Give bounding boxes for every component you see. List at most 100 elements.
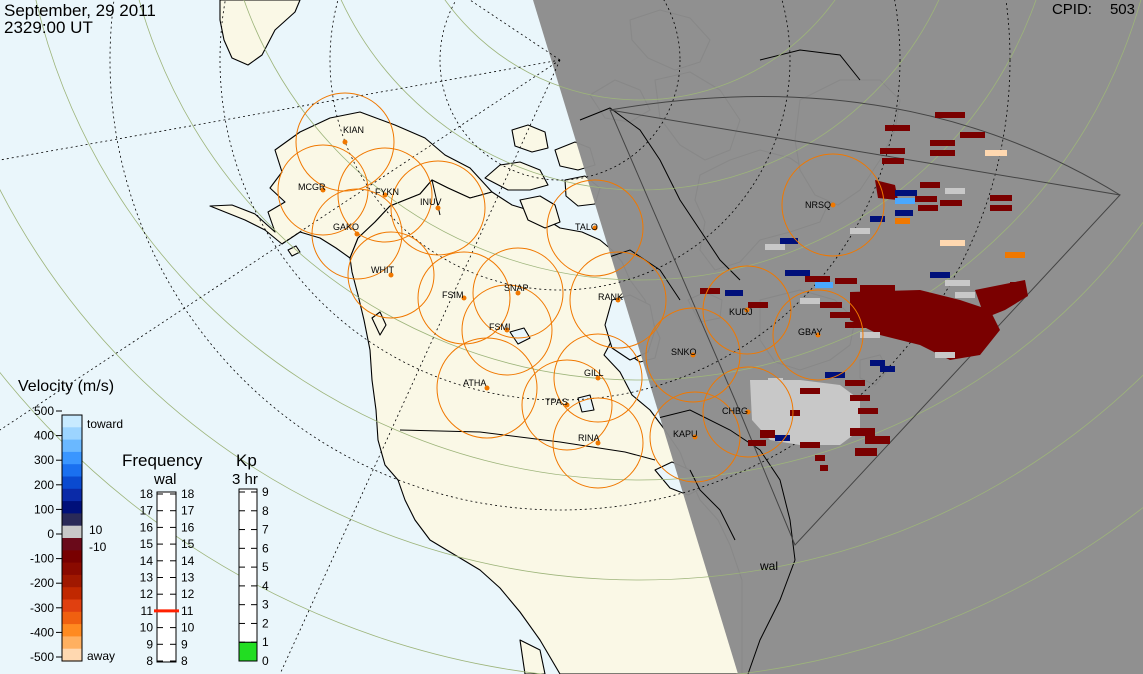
station-fov-rank — [569, 251, 667, 349]
station-fov-nrsq — [781, 153, 885, 257]
station-label-inuv: INUV — [420, 197, 442, 207]
velocity-tick-label: 0 — [47, 527, 54, 541]
station-dot-kudj — [744, 307, 750, 313]
arctic-island-2 — [519, 195, 561, 229]
kp-tick-label: 5 — [262, 560, 269, 574]
arctic-island-3 — [511, 124, 549, 153]
velocity-legend: Velocity (m/s) 500 400 300 200 100 0 -100 -200 -… — [18, 378, 123, 664]
kp-tick-label: 9 — [262, 485, 269, 499]
velocity-tick-label: -100 — [30, 552, 54, 566]
kp-tick-label: 0 — [262, 654, 269, 668]
date-label: September, 29 2011 — [4, 1, 156, 20]
station-dot-mcgr — [320, 187, 326, 193]
velocity-colorbar-segment — [62, 513, 82, 527]
frequency-tick-label-right: 14 — [181, 554, 195, 568]
station-fov-fsmi — [461, 284, 553, 376]
frequency-tick-label-right: 15 — [181, 537, 195, 551]
station-label-snko: SNKO — [671, 347, 697, 357]
velocity-colorbar-segment — [62, 611, 82, 625]
station-dot-fykn — [382, 192, 388, 198]
velocity-colorbar-frame — [61, 414, 83, 662]
station-fov-fykn — [337, 147, 433, 243]
station-dot-whit — [388, 272, 394, 278]
velocity-colorbar-segment — [62, 427, 82, 441]
radar-fov-arc — [609, 96, 1121, 196]
velocity-tick-label: 100 — [34, 502, 54, 516]
radar-label: wal — [759, 559, 778, 573]
station-label-gbay: GBAY — [798, 327, 822, 337]
station-label-kudj: KUDJ — [729, 307, 753, 317]
velocity-tick-label: 300 — [34, 453, 54, 467]
velocity-colorbar-segment — [62, 599, 82, 613]
frequency-tick-label-right: 12 — [181, 587, 195, 601]
station-dot-snap — [515, 290, 521, 296]
velocity-tick-label: 200 — [34, 478, 54, 492]
time-label: 2329:00 UT — [4, 18, 93, 37]
velocity-colorbar-segment — [62, 488, 82, 502]
kp-bar — [238, 488, 258, 662]
frequency-tick-label-left: 18 — [140, 487, 154, 501]
station-fov-inuv — [390, 160, 486, 256]
kp-tick-label: 2 — [262, 616, 269, 630]
frequency-tick-label-left: 9 — [146, 637, 153, 651]
canada-us-border — [399, 429, 656, 461]
station-fov-whit — [347, 231, 435, 319]
frequency-tick-label-right: 11 — [181, 604, 194, 618]
cpid-label: CPID: 503 — [1052, 1, 1135, 18]
station-dot-snko — [690, 352, 696, 358]
velocity-colorbar-segment — [62, 550, 82, 564]
night-region — [533, 0, 1143, 674]
station-label-kian: KIAN — [343, 125, 364, 135]
station-label-talo: TALO — [575, 222, 598, 232]
station-label-kapu: KAPU — [673, 429, 698, 439]
station-labels: KIAN MCGR FYKN INUV GAKO WHIT FSIM SNAP FSMI TALO… — [298, 125, 836, 446]
velocity-colorbar-segment — [62, 501, 82, 514]
station-label-snap: SNAP — [504, 283, 529, 293]
station-label-atha: ATHA — [463, 378, 486, 388]
velocity-colorbar-segment — [62, 476, 82, 490]
station-dot-atha — [484, 385, 490, 391]
velocity-colorbar-segment — [62, 538, 82, 551]
velocity-colorbar-segment — [62, 587, 82, 601]
frequency-legend-title: Frequency — [122, 451, 203, 470]
florida-land — [519, 639, 546, 674]
velocity-colorbar-segment — [62, 648, 82, 662]
velocity-colorbar-segment — [62, 415, 82, 428]
station-fov-kapu — [649, 391, 741, 483]
station-label-fsmi: FSMI — [489, 322, 511, 332]
velocity-tick-label: 500 — [34, 404, 54, 418]
station-dot-fsim — [461, 295, 467, 301]
velocity-colorbar-segment — [62, 451, 82, 465]
station-dot-rank — [615, 297, 621, 303]
station-fov-chbg — [702, 366, 794, 458]
station-label-fykn: FYKN — [375, 187, 399, 197]
velocity-tick-label: 400 — [34, 429, 54, 443]
station-fov-atha — [436, 337, 538, 439]
station-dot-chbg — [745, 409, 751, 415]
frequency-tick-label-right: 13 — [181, 571, 195, 585]
frequency-tick-label-left: 17 — [140, 504, 154, 518]
frequency-ticks: 18 18 17 17 16 16 15 15 14 14 13 13 12 12 11 11 10 10 9 9 8 8 — [140, 487, 195, 668]
mag-graticule — [0, 0, 1011, 674]
velocity-tick-label: -400 — [30, 625, 54, 639]
lake-1 — [509, 327, 531, 345]
velocity-colorbar — [61, 414, 83, 662]
velocity-legend-title: Velocity (m/s) — [18, 378, 114, 395]
velocity-pos-threshold: 10 — [89, 523, 103, 537]
velocity-away-label: away — [87, 649, 115, 663]
frequency-tick-label-left: 11 — [141, 604, 154, 618]
kp-tick-label: 1 — [262, 635, 269, 649]
greenland-land — [219, 0, 301, 66]
station-fov-snap — [472, 247, 564, 339]
station-dot-nrsq — [830, 202, 836, 208]
frequency-tick-label-left: 15 — [140, 537, 154, 551]
velocity-colorbar-segment — [62, 525, 82, 539]
frequency-legend-subtitle: wal — [153, 471, 177, 488]
station-label-nrsq: NRSQ — [805, 200, 831, 210]
frequency-tick-label-right: 17 — [181, 504, 195, 518]
vancouver-island — [371, 311, 387, 336]
station-dot-gako — [354, 231, 360, 237]
station-fov-kudj — [702, 265, 792, 355]
